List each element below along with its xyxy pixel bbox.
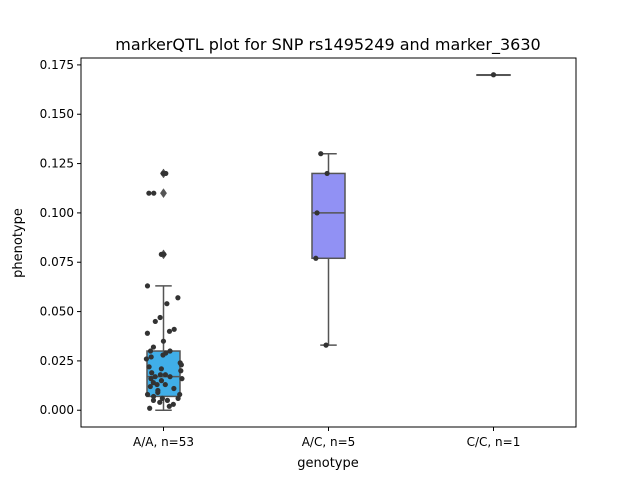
- y-tick-label: 0.000: [40, 403, 74, 417]
- data-point: [147, 348, 154, 354]
- data-point: [158, 378, 165, 384]
- data-point: [490, 72, 497, 78]
- data-point: [144, 391, 151, 398]
- data-point: [324, 170, 330, 177]
- y-tick-label: 0.025: [40, 354, 74, 368]
- data-point: [146, 190, 152, 196]
- data-point: [161, 251, 167, 257]
- x-axis-label: genotype: [297, 456, 358, 471]
- y-axis-label: phenotype: [11, 208, 26, 278]
- data-point: [167, 374, 173, 380]
- data-point: [177, 391, 183, 398]
- outlier-marker: [160, 188, 167, 199]
- data-point: [157, 314, 163, 321]
- data-point: [179, 376, 185, 382]
- data-point: [154, 381, 160, 388]
- y-tick-label: 0.075: [40, 255, 74, 269]
- x-tick-label: A/A, n=53: [133, 435, 194, 449]
- data-point: [318, 151, 324, 157]
- data-point: [147, 383, 153, 390]
- data-point: [152, 374, 158, 380]
- data-point: [314, 210, 320, 216]
- data-point: [157, 372, 164, 378]
- y-tick-label: 0.150: [40, 107, 74, 121]
- data-point: [175, 295, 181, 301]
- data-point: [158, 366, 164, 372]
- data-point: [148, 354, 154, 360]
- chart-title: markerQTL plot for SNP rs1495249 and mar…: [115, 35, 540, 55]
- data-point: [143, 356, 150, 362]
- data-point: [167, 348, 173, 354]
- data-point: [170, 401, 176, 407]
- x-tick-label: C/C, n=1: [467, 435, 521, 449]
- data-point: [171, 326, 177, 332]
- y-tick-label: 0.125: [40, 157, 74, 171]
- data-point: [166, 403, 172, 409]
- data-point: [164, 301, 170, 307]
- data-point: [163, 170, 169, 177]
- data-point: [146, 364, 152, 370]
- data-point: [150, 397, 157, 403]
- data-point: [150, 393, 157, 400]
- data-point: [144, 283, 151, 289]
- data-point: [147, 405, 153, 411]
- data-point: [144, 330, 151, 336]
- data-point: [159, 395, 165, 401]
- data-point: [323, 342, 329, 348]
- data-point: [148, 376, 154, 382]
- data-point: [178, 368, 184, 374]
- y-tick-label: 0.050: [40, 305, 74, 319]
- data-point: [171, 385, 177, 392]
- data-point: [160, 352, 166, 358]
- x-tick-label: A/C, n=5: [302, 435, 356, 449]
- data-point: [175, 395, 181, 401]
- data-point: [313, 255, 319, 261]
- data-point: [178, 362, 184, 368]
- data-point: [151, 190, 157, 196]
- data-point: [164, 397, 171, 403]
- y-tick-label: 0.175: [40, 58, 74, 72]
- data-point: [152, 318, 158, 325]
- data-point: [157, 399, 163, 405]
- data-point: [162, 372, 169, 378]
- box: [311, 172, 346, 260]
- data-point: [162, 381, 168, 388]
- data-point: [149, 370, 155, 376]
- plot-area: [143, 72, 511, 411]
- data-point: [150, 344, 157, 350]
- y-tick-label: 0.100: [40, 206, 74, 220]
- data-point: [155, 389, 161, 396]
- data-point: [160, 338, 167, 344]
- data-point: [166, 328, 173, 334]
